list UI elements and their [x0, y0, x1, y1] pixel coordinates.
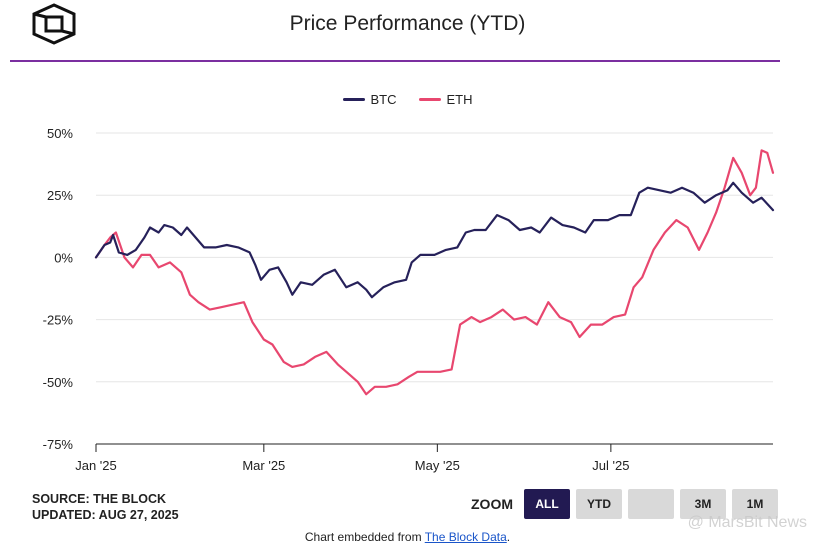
y-tick-label: 25%: [47, 188, 73, 203]
the-block-logo-icon: [30, 2, 78, 46]
legend-swatch-eth: [418, 98, 441, 101]
zoom-1m-button[interactable]: 1M: [732, 489, 778, 519]
x-axis-ticks: Jan '25 Mar '25 May '25 Jul '25: [75, 444, 629, 473]
y-tick-label: -50%: [43, 375, 74, 390]
legend-label-eth: ETH: [446, 92, 473, 107]
series-line-btc: [94, 181, 775, 299]
zoom-label: ZOOM: [471, 496, 513, 512]
y-tick-label: 0%: [54, 250, 73, 265]
the-block-data-link[interactable]: The Block Data: [424, 530, 507, 544]
watermark-text: @ MarsBit News: [687, 514, 807, 531]
source-block: SOURCE: THE BLOCK UPDATED: AUG 27, 2025: [32, 491, 179, 523]
legend-item-btc[interactable]: BTC: [342, 92, 397, 107]
y-axis-ticks: 50% 25% 0% -25% -50% -75%: [43, 126, 74, 452]
embed-prefix: Chart embedded from: [304, 530, 425, 544]
chart-title: Price Performance (YTD): [289, 12, 526, 35]
x-tick-label: Mar '25: [242, 458, 285, 473]
series-line-eth: [94, 149, 775, 396]
title-divider: [10, 60, 780, 62]
x-tick-label: Jan '25: [75, 458, 117, 473]
legend-item-eth[interactable]: ETH: [418, 92, 473, 107]
x-tick-label: May '25: [415, 458, 460, 473]
embed-credit: Chart embedded from The Block Data.: [0, 530, 815, 544]
zoom-controls: ZOOM ALL YTD 3M 1M: [471, 489, 778, 519]
zoom-all-button[interactable]: ALL: [524, 489, 570, 519]
chart-gridlines: [96, 132, 773, 445]
y-tick-label: -75%: [43, 437, 74, 452]
updated-text: UPDATED: AUG 27, 2025: [32, 508, 179, 522]
chart-legend: BTC ETH: [0, 92, 815, 107]
y-tick-label: -25%: [43, 313, 74, 328]
series-lines: [94, 149, 775, 396]
embed-suffix: .: [506, 530, 511, 544]
legend-swatch-btc: [342, 98, 365, 101]
zoom-ytd-button[interactable]: YTD: [576, 489, 622, 519]
zoom-3m-button[interactable]: 3M: [680, 489, 726, 519]
zoom-blank-button[interactable]: [628, 489, 674, 519]
x-tick-label: Jul '25: [592, 458, 629, 473]
legend-label-btc: BTC: [370, 92, 397, 107]
source-text: SOURCE: THE BLOCK: [32, 492, 167, 506]
y-tick-label: 50%: [47, 126, 73, 141]
